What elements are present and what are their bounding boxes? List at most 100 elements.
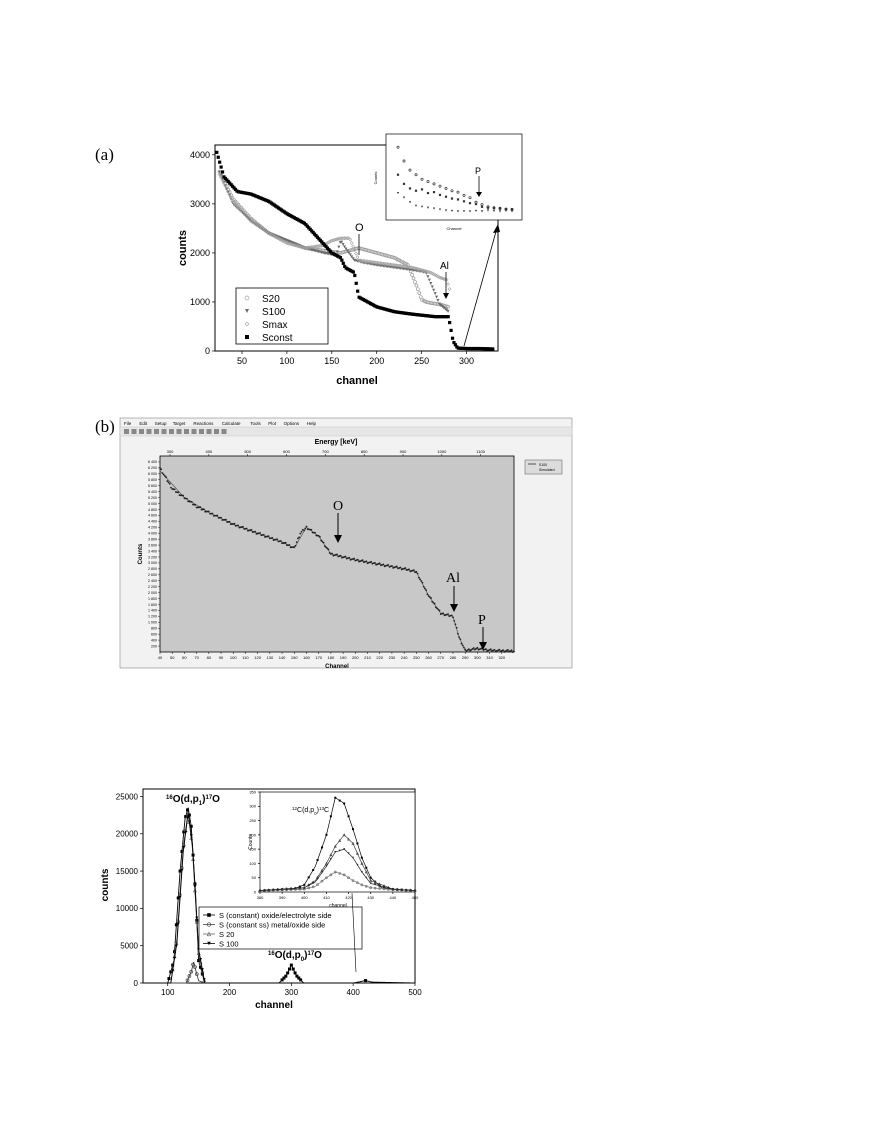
data-point xyxy=(242,212,246,216)
data-point xyxy=(263,889,266,892)
data-point xyxy=(311,244,315,249)
x-tick-label: 250 xyxy=(413,655,420,660)
chart-a-inset: Channel Counts P xyxy=(373,133,523,231)
x-tick-label: 90 xyxy=(219,655,224,660)
data-point xyxy=(159,466,161,469)
chart-c-main: 100 200 300 400 5000500010000150002000025000… xyxy=(100,788,422,1011)
data-point xyxy=(378,562,381,565)
data-point xyxy=(458,636,460,639)
data-point xyxy=(360,883,364,887)
data-point xyxy=(312,882,315,885)
data-point xyxy=(450,209,454,213)
toolbar-icon xyxy=(184,429,189,434)
y-tick-label: 0 xyxy=(254,889,257,894)
toolbar-icon xyxy=(191,429,197,434)
data-point xyxy=(323,545,326,548)
data-point xyxy=(456,190,460,194)
data-point xyxy=(426,191,430,195)
data-point xyxy=(184,831,188,835)
data-point xyxy=(168,482,171,485)
data-point xyxy=(429,281,433,285)
toolbar-icon xyxy=(124,429,129,434)
data-point xyxy=(383,885,385,888)
data-point xyxy=(327,548,330,551)
data-point xyxy=(244,295,250,301)
data-point xyxy=(408,168,412,172)
inset-y-label: Counts xyxy=(373,172,378,185)
data-point xyxy=(237,524,240,527)
data-point xyxy=(167,481,170,484)
data-point xyxy=(187,974,192,978)
data-point xyxy=(355,255,360,260)
data-point xyxy=(227,192,232,197)
data-point xyxy=(325,546,327,549)
data-point xyxy=(198,957,202,961)
data-point xyxy=(314,531,316,534)
data-point xyxy=(294,887,297,890)
data-point xyxy=(420,580,423,582)
data-point xyxy=(169,970,173,974)
arrow-P-head xyxy=(479,642,487,650)
data-point xyxy=(319,243,324,248)
data-point xyxy=(176,922,180,926)
data-point xyxy=(250,529,253,531)
data-point xyxy=(446,315,450,319)
data-point xyxy=(309,245,314,250)
legend-label: Smax xyxy=(262,320,288,331)
inset-pointer xyxy=(351,892,357,973)
inset-x-label: channel xyxy=(329,903,347,909)
data-point xyxy=(166,480,169,482)
data-point xyxy=(419,578,421,581)
data-point xyxy=(504,208,508,211)
annotation-d-p0: 16O(d,p0)17O xyxy=(268,950,322,963)
data-point xyxy=(288,967,292,971)
data-point xyxy=(342,873,346,877)
data-point xyxy=(206,922,212,927)
data-point xyxy=(486,206,490,209)
data-point xyxy=(343,802,346,805)
data-point xyxy=(186,816,190,820)
y-tick-label: 1 800 xyxy=(148,597,157,601)
data-point xyxy=(462,193,466,197)
data-point xyxy=(351,270,355,274)
data-point xyxy=(347,815,350,818)
y-tick-label: 4 400 xyxy=(148,520,157,524)
data-point xyxy=(282,976,286,980)
x-tick-label: 410 xyxy=(323,895,330,900)
x-tick-label: 500 xyxy=(408,988,422,997)
data-point xyxy=(438,609,441,612)
data-point xyxy=(340,240,344,244)
data-point xyxy=(399,566,402,569)
data-point xyxy=(299,532,302,535)
inset-frame xyxy=(385,133,523,221)
data-point xyxy=(414,283,419,288)
data-point xyxy=(480,210,484,213)
data-point xyxy=(431,600,434,603)
data-point xyxy=(498,207,502,210)
data-point xyxy=(439,303,443,307)
data-point xyxy=(391,888,394,891)
data-point xyxy=(382,563,385,566)
data-point xyxy=(395,565,398,568)
data-point xyxy=(337,245,341,249)
data-point xyxy=(374,883,377,886)
data-point xyxy=(351,257,355,261)
y-tick-label: 2000 xyxy=(190,248,210,258)
data-point xyxy=(295,541,298,544)
data-point xyxy=(170,486,172,489)
data-point xyxy=(353,557,355,560)
data-point xyxy=(180,868,184,872)
data-point xyxy=(194,503,197,506)
data-point xyxy=(351,879,355,882)
data-point xyxy=(443,307,447,311)
data-point xyxy=(226,190,230,194)
data-point xyxy=(438,184,442,188)
menu-item: Setup xyxy=(155,421,167,426)
y-tick-label: 20000 xyxy=(116,830,139,839)
y-tick-label: 5 400 xyxy=(148,490,157,494)
y-tick-label: 3 200 xyxy=(148,555,157,559)
data-point xyxy=(304,527,307,530)
data-point xyxy=(347,852,350,855)
data-point xyxy=(191,853,195,857)
data-point xyxy=(352,856,354,859)
